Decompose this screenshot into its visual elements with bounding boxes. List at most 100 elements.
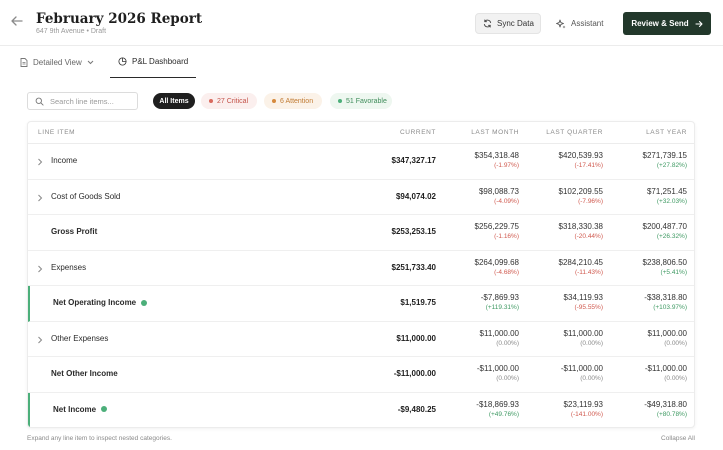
table-row: Net Operating Income $1,519.75 -$7,869.93 (… (28, 286, 694, 322)
line-item-label: Cost of Goods Sold (51, 192, 120, 201)
tab-pl-dashboard[interactable]: P&L Dashboard (110, 46, 197, 78)
last-quarter-value: $284,210.45 (558, 257, 604, 267)
last-month-cell: -$11,000.00 (0.00%) (477, 364, 519, 384)
last-year-cell: $271,739.15 (+27.82%) (643, 151, 688, 171)
refresh-icon (483, 19, 492, 28)
last-year-change: (+103.97%) (653, 304, 687, 311)
status-dot-icon (141, 299, 148, 306)
last-year-value: -$38,318.80 (644, 293, 687, 302)
last-quarter-change: (-95.55%) (574, 304, 603, 311)
line-item-name: Gross Profit (51, 227, 98, 236)
last-quarter-value: $420,539.93 (558, 151, 604, 160)
search-input[interactable] (50, 96, 130, 106)
last-month-cell: $98,088.73 (-4.09%) (479, 187, 519, 207)
last-month-value: $98,088.73 (478, 186, 519, 196)
filter-favorable-label: 51 Favorable (346, 97, 387, 105)
current-value: $1,519.75 (400, 298, 436, 307)
last-month-change: (-1.97%) (494, 162, 519, 169)
current-value: $347,327.17 (391, 156, 437, 165)
last-year-cell: $11,000.00 (0.00%) (648, 329, 687, 349)
last-year-change: (0.00%) (664, 375, 687, 382)
search-line-items[interactable] (27, 92, 138, 110)
last-month-change: (+119.31%) (485, 304, 519, 311)
line-item-name: Net Income (53, 404, 97, 414)
assistant-label: Assistant (571, 19, 604, 28)
last-quarter-cell: $420,539.93 (-17.41%) (559, 151, 604, 171)
chevron-down-icon (87, 60, 94, 64)
last-quarter-value: $11,000.00 (563, 328, 603, 338)
last-month-change: (0.00%) (496, 339, 519, 347)
filter-all-items[interactable]: All Items (153, 93, 195, 109)
last-year-change: (+26.32%) (656, 233, 687, 240)
last-month-value: -$11,000.00 (476, 364, 519, 373)
last-month-cell: $11,000.00 (0.00%) (480, 329, 519, 349)
attention-dot-icon (272, 99, 276, 103)
last-year-change: (+80.78%) (656, 410, 687, 418)
sync-data-button[interactable]: Sync Data (475, 13, 541, 34)
filter-attention[interactable]: 6 Attention (264, 93, 322, 109)
last-month-value: $354,318.48 (474, 151, 520, 160)
chevron-right-icon[interactable] (37, 194, 43, 202)
current-value: $251,733.40 (391, 262, 437, 272)
last-quarter-value: $34,119.93 (563, 293, 603, 302)
sync-data-label: Sync Data (497, 19, 534, 28)
last-month-cell: -$7,869.93 (+119.31%) (481, 293, 519, 313)
tab-detailed-view[interactable]: Detailed View (20, 46, 94, 78)
table-row: Gross Profit $253,253.15 $256,229.75 (-1.16… (28, 215, 694, 251)
filter-favorable[interactable]: 51 Favorable (330, 93, 392, 109)
chevron-right-icon[interactable] (37, 265, 43, 273)
current-value: $253,253.15 (391, 227, 437, 236)
line-item-label: Expenses (51, 263, 86, 272)
table-footnote: Expand any line item to inspect nested c… (27, 435, 172, 442)
line-item-label: Net Operating Income (53, 298, 148, 307)
last-quarter-cell: $23,119.93 (-141.00%) (564, 400, 603, 420)
line-item-name: Net Operating Income (53, 298, 137, 307)
pie-chart-icon (118, 57, 127, 66)
line-item-name: Cost of Goods Sold (51, 191, 121, 201)
page-title: February 2026 Report (36, 11, 203, 27)
table-row[interactable]: Income $347,327.17 $354,318.48 (-1.97%) $420… (28, 144, 694, 180)
page-subtitle: 647 9th Avenue • Draft (36, 28, 107, 35)
last-year-cell: -$11,000.00 (0.00%) (645, 364, 687, 384)
pl-table: LINE ITEM CURRENT LAST MONTH LAST QUARTE… (27, 121, 695, 428)
table-row[interactable]: Expenses $251,733.40 $264,099.68 (-4.68%) $2… (28, 251, 694, 286)
line-item-label: Net Income (53, 404, 108, 414)
table-header: LINE ITEM CURRENT LAST MONTH LAST QUARTE… (28, 122, 694, 144)
last-year-cell: -$49,318.80 (+80.78%) (644, 400, 687, 420)
column-header-last-month: LAST MONTH (471, 129, 519, 136)
last-year-cell: $71,251.45 (+32.03%) (647, 187, 687, 207)
current-value: $11,000.00 (396, 333, 436, 343)
last-month-change: (+49.76%) (488, 410, 519, 418)
current-value: -$9,480.25 (397, 404, 436, 414)
last-month-change: (-4.09%) (494, 197, 519, 205)
back-arrow-icon[interactable] (10, 14, 24, 28)
review-send-button[interactable]: Review & Send (623, 12, 711, 35)
last-month-cell: $264,099.68 (-4.68%) (475, 258, 520, 278)
last-quarter-cell: $318,330.38 (-20.44%) (559, 222, 604, 242)
assistant-button[interactable]: Assistant (552, 13, 614, 34)
sparkle-icon (556, 19, 566, 28)
last-month-value: $11,000.00 (479, 328, 519, 338)
table-row[interactable]: Other Expenses $11,000.00 $11,000.00 (0.00%… (28, 322, 694, 357)
last-year-cell: $200,487.70 (+26.32%) (643, 222, 688, 242)
column-header-last-quarter: LAST QUARTER (546, 129, 603, 136)
last-quarter-cell: -$11,000.00 (0.00%) (561, 364, 603, 384)
last-month-change: (-4.68%) (494, 268, 519, 276)
last-quarter-change: (-7.96%) (578, 197, 603, 205)
table-row[interactable]: Cost of Goods Sold $94,074.02 $98,088.73 (-… (28, 180, 694, 215)
last-year-cell: -$38,318.80 (+103.97%) (644, 293, 687, 313)
last-year-value: $271,739.15 (642, 151, 688, 160)
chevron-right-icon[interactable] (37, 158, 43, 166)
last-quarter-value: $318,330.38 (558, 222, 604, 231)
collapse-all-button[interactable]: Collapse All (661, 435, 695, 442)
line-item-label: Income (51, 156, 77, 165)
last-year-change: (0.00%) (664, 339, 687, 347)
report-header: February 2026 Report 647 9th Avenue • Dr… (0, 0, 723, 46)
chevron-right-icon[interactable] (37, 336, 43, 344)
line-item-name: Other Expenses (51, 333, 109, 343)
filter-critical[interactable]: 27 Critical (201, 93, 257, 109)
last-quarter-change: (-11.43%) (574, 268, 603, 276)
last-quarter-cell: $11,000.00 (0.00%) (564, 329, 603, 349)
review-send-label: Review & Send (631, 19, 689, 28)
document-icon (20, 57, 28, 67)
